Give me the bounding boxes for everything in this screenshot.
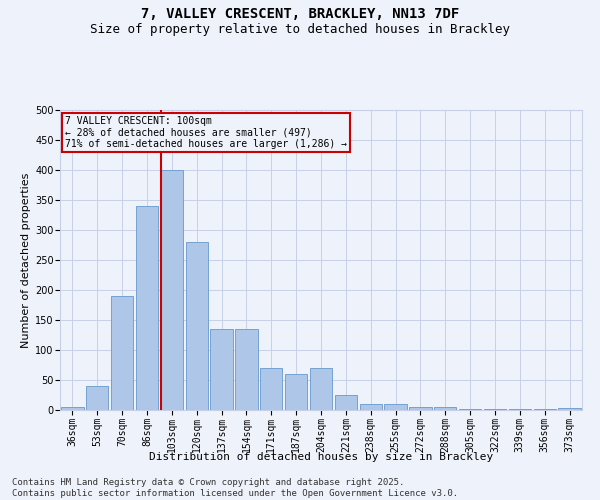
Text: Distribution of detached houses by size in Brackley: Distribution of detached houses by size … <box>149 452 493 462</box>
Bar <box>111 296 133 410</box>
Text: Contains HM Land Registry data © Crown copyright and database right 2025.
Contai: Contains HM Land Registry data © Crown c… <box>12 478 458 498</box>
Bar <box>409 407 431 410</box>
Bar <box>260 368 283 410</box>
Bar <box>459 409 481 410</box>
Bar <box>509 409 531 410</box>
Text: 7 VALLEY CRESCENT: 100sqm
← 28% of detached houses are smaller (497)
71% of semi: 7 VALLEY CRESCENT: 100sqm ← 28% of detac… <box>65 116 347 149</box>
Bar <box>61 407 83 410</box>
Bar <box>185 242 208 410</box>
Bar <box>136 206 158 410</box>
Bar <box>335 395 357 410</box>
Bar <box>161 170 183 410</box>
Bar <box>385 404 407 410</box>
Text: Size of property relative to detached houses in Brackley: Size of property relative to detached ho… <box>90 22 510 36</box>
Text: 7, VALLEY CRESCENT, BRACKLEY, NN13 7DF: 7, VALLEY CRESCENT, BRACKLEY, NN13 7DF <box>141 8 459 22</box>
Y-axis label: Number of detached properties: Number of detached properties <box>21 172 31 348</box>
Bar <box>86 386 109 410</box>
Bar <box>211 329 233 410</box>
Bar <box>434 407 457 410</box>
Bar <box>359 404 382 410</box>
Bar <box>310 368 332 410</box>
Bar <box>285 374 307 410</box>
Bar <box>235 329 257 410</box>
Bar <box>484 409 506 410</box>
Bar <box>559 408 581 410</box>
Bar <box>533 409 556 410</box>
